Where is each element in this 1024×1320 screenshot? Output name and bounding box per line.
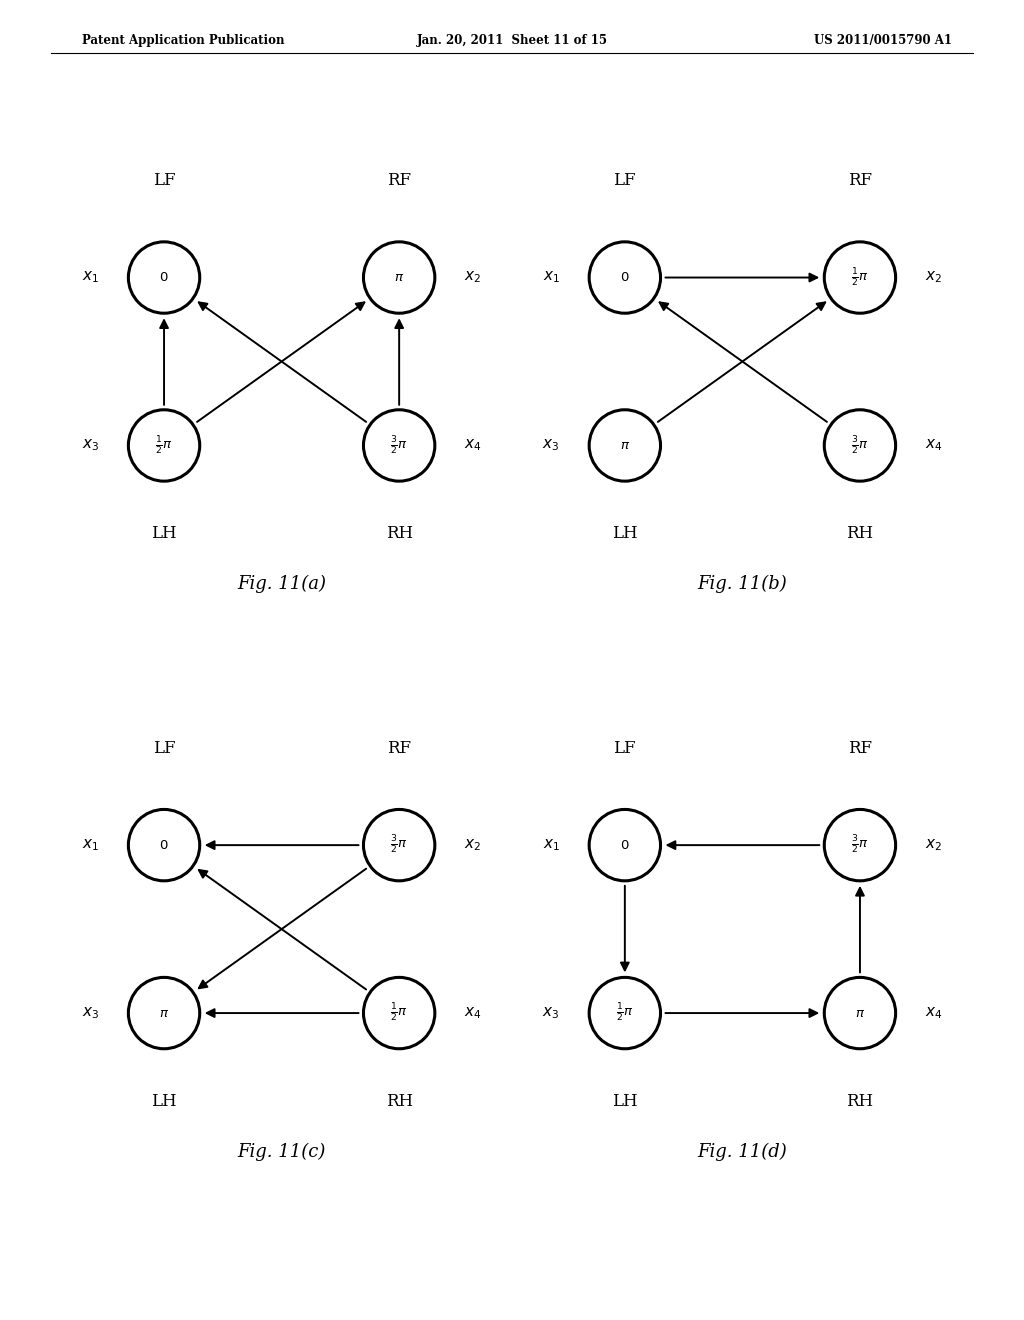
- Circle shape: [589, 409, 660, 482]
- Text: RF: RF: [848, 173, 872, 190]
- Circle shape: [824, 809, 896, 880]
- Circle shape: [824, 977, 896, 1049]
- Text: $\frac{1}{2}\pi$: $\frac{1}{2}\pi$: [156, 434, 173, 457]
- Circle shape: [824, 242, 896, 313]
- Text: $\pi$: $\pi$: [855, 1007, 865, 1019]
- Text: Fig. 11(b): Fig. 11(b): [697, 576, 787, 593]
- Text: LH: LH: [152, 1093, 177, 1110]
- Text: Fig. 11(c): Fig. 11(c): [238, 1143, 326, 1160]
- Text: $\frac{3}{2}\pi$: $\frac{3}{2}\pi$: [390, 434, 408, 457]
- Text: RF: RF: [387, 173, 412, 190]
- Text: LF: LF: [613, 741, 636, 758]
- Text: RF: RF: [387, 741, 412, 758]
- Circle shape: [589, 977, 660, 1049]
- Text: $x_3$: $x_3$: [82, 438, 99, 453]
- Text: $\frac{3}{2}\pi$: $\frac{3}{2}\pi$: [390, 834, 408, 857]
- Circle shape: [589, 809, 660, 880]
- Text: LH: LH: [612, 525, 638, 543]
- Circle shape: [824, 409, 896, 482]
- Text: RH: RH: [847, 1093, 873, 1110]
- Text: Fig. 11(d): Fig. 11(d): [697, 1143, 787, 1160]
- Text: $0$: $0$: [160, 271, 169, 284]
- Text: $x_4$: $x_4$: [464, 438, 481, 453]
- Text: LH: LH: [152, 525, 177, 543]
- Circle shape: [364, 409, 435, 482]
- Text: $\pi$: $\pi$: [159, 1007, 169, 1019]
- Circle shape: [589, 242, 660, 313]
- Text: $\frac{3}{2}\pi$: $\frac{3}{2}\pi$: [851, 834, 868, 857]
- Text: $x_3$: $x_3$: [82, 1006, 99, 1020]
- Circle shape: [128, 242, 200, 313]
- Text: LF: LF: [613, 173, 636, 190]
- Text: $\frac{1}{2}\pi$: $\frac{1}{2}\pi$: [616, 1002, 634, 1024]
- Text: RF: RF: [848, 741, 872, 758]
- Text: $\frac{1}{2}\pi$: $\frac{1}{2}\pi$: [851, 267, 868, 289]
- Circle shape: [128, 409, 200, 482]
- Text: $x_3$: $x_3$: [543, 1006, 560, 1020]
- Text: RH: RH: [847, 525, 873, 543]
- Text: LF: LF: [153, 173, 175, 190]
- Circle shape: [364, 809, 435, 880]
- Text: RH: RH: [386, 1093, 413, 1110]
- Text: $x_2$: $x_2$: [464, 269, 481, 285]
- Text: $x_1$: $x_1$: [543, 269, 560, 285]
- Text: $x_4$: $x_4$: [464, 1006, 481, 1020]
- Text: $\pi$: $\pi$: [394, 271, 404, 284]
- Text: $\frac{1}{2}\pi$: $\frac{1}{2}\pi$: [390, 1002, 408, 1024]
- Text: $0$: $0$: [160, 838, 169, 851]
- Text: $x_1$: $x_1$: [82, 269, 99, 285]
- Text: $\frac{3}{2}\pi$: $\frac{3}{2}\pi$: [851, 434, 868, 457]
- Text: $x_3$: $x_3$: [543, 438, 560, 453]
- Text: LH: LH: [612, 1093, 638, 1110]
- Circle shape: [128, 977, 200, 1049]
- Text: $x_2$: $x_2$: [925, 837, 942, 853]
- Text: US 2011/0015790 A1: US 2011/0015790 A1: [814, 34, 952, 46]
- Text: $x_4$: $x_4$: [925, 1006, 942, 1020]
- Text: Fig. 11(a): Fig. 11(a): [238, 576, 326, 593]
- Text: Jan. 20, 2011  Sheet 11 of 15: Jan. 20, 2011 Sheet 11 of 15: [417, 34, 607, 46]
- Text: $x_4$: $x_4$: [925, 438, 942, 453]
- Text: RH: RH: [386, 525, 413, 543]
- Text: Patent Application Publication: Patent Application Publication: [82, 34, 285, 46]
- Text: LF: LF: [153, 741, 175, 758]
- Text: $x_2$: $x_2$: [464, 837, 481, 853]
- Circle shape: [364, 977, 435, 1049]
- Text: $0$: $0$: [621, 271, 630, 284]
- Circle shape: [364, 242, 435, 313]
- Text: $x_1$: $x_1$: [543, 837, 560, 853]
- Text: $x_2$: $x_2$: [925, 269, 942, 285]
- Text: $x_1$: $x_1$: [82, 837, 99, 853]
- Text: $0$: $0$: [621, 838, 630, 851]
- Circle shape: [128, 809, 200, 880]
- Text: $\pi$: $\pi$: [620, 440, 630, 451]
